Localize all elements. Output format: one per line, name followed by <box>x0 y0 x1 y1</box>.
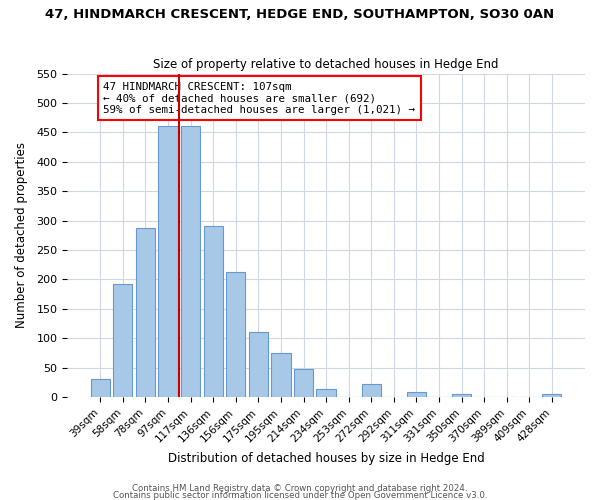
Bar <box>362 384 381 397</box>
Bar <box>542 394 562 397</box>
Bar <box>294 370 313 397</box>
Bar <box>407 392 426 397</box>
Bar <box>249 332 268 397</box>
Text: Contains public sector information licensed under the Open Government Licence v3: Contains public sector information licen… <box>113 491 487 500</box>
Text: 47 HINDMARCH CRESCENT: 107sqm
← 40% of detached houses are smaller (692)
59% of : 47 HINDMARCH CRESCENT: 107sqm ← 40% of d… <box>103 82 415 115</box>
Bar <box>452 394 471 397</box>
Bar <box>226 272 245 397</box>
Title: Size of property relative to detached houses in Hedge End: Size of property relative to detached ho… <box>154 58 499 71</box>
Text: 47, HINDMARCH CRESCENT, HEDGE END, SOUTHAMPTON, SO30 0AN: 47, HINDMARCH CRESCENT, HEDGE END, SOUTH… <box>46 8 554 20</box>
Bar <box>91 380 110 397</box>
Bar <box>181 126 200 397</box>
Bar <box>113 284 133 397</box>
Bar <box>271 353 290 397</box>
Bar <box>316 389 335 397</box>
Bar <box>158 126 178 397</box>
Bar <box>203 226 223 397</box>
X-axis label: Distribution of detached houses by size in Hedge End: Distribution of detached houses by size … <box>168 452 484 465</box>
Bar <box>136 228 155 397</box>
Text: Contains HM Land Registry data © Crown copyright and database right 2024.: Contains HM Land Registry data © Crown c… <box>132 484 468 493</box>
Y-axis label: Number of detached properties: Number of detached properties <box>15 142 28 328</box>
